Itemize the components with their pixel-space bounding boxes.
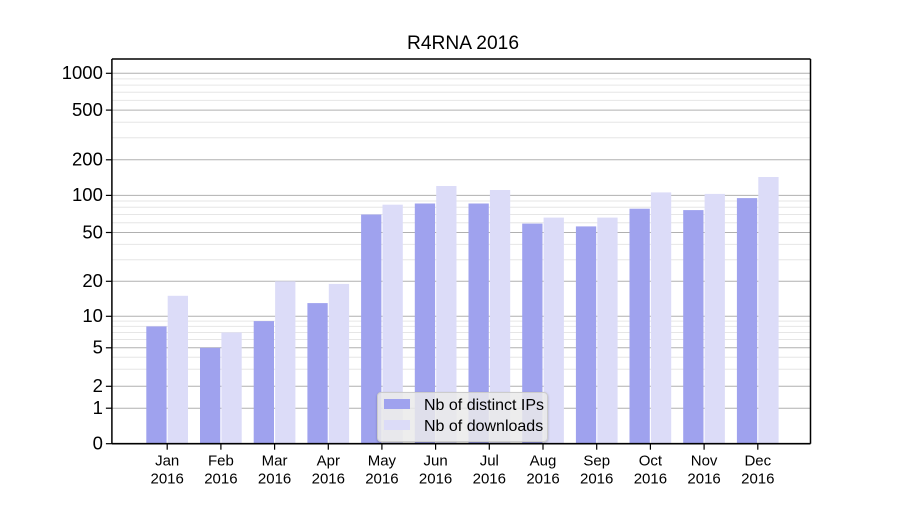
svg-text:5: 5 (93, 337, 103, 358)
svg-text:Nov: Nov (691, 453, 718, 470)
svg-text:Jan: Jan (155, 453, 179, 470)
svg-text:Mar: Mar (262, 453, 288, 470)
svg-text:Feb: Feb (208, 453, 234, 470)
svg-text:500: 500 (72, 99, 103, 120)
svg-text:R4RNA 2016: R4RNA 2016 (407, 33, 519, 54)
svg-text:2: 2 (93, 375, 103, 396)
svg-text:Dec: Dec (744, 453, 771, 470)
svg-text:2016: 2016 (258, 471, 291, 488)
svg-text:Aug: Aug (530, 453, 557, 470)
svg-text:2016: 2016 (151, 471, 184, 488)
svg-text:50: 50 (82, 221, 103, 242)
svg-text:2016: 2016 (634, 471, 667, 488)
svg-text:2016: 2016 (526, 471, 559, 488)
svg-text:1: 1 (93, 397, 103, 418)
svg-text:2016: 2016 (365, 471, 398, 488)
svg-text:20: 20 (82, 270, 103, 291)
svg-text:0: 0 (93, 433, 103, 454)
svg-text:Jun: Jun (424, 453, 448, 470)
svg-text:2016: 2016 (580, 471, 613, 488)
svg-text:Jul: Jul (480, 453, 499, 470)
svg-text:1000: 1000 (62, 62, 103, 83)
svg-text:2016: 2016 (419, 471, 452, 488)
svg-text:May: May (368, 453, 397, 470)
svg-text:Sep: Sep (583, 453, 610, 470)
svg-text:2016: 2016 (741, 471, 774, 488)
svg-text:2016: 2016 (204, 471, 237, 488)
svg-text:2016: 2016 (473, 471, 506, 488)
svg-text:Oct: Oct (639, 453, 663, 470)
svg-text:100: 100 (72, 184, 103, 205)
svg-text:200: 200 (72, 149, 103, 170)
svg-text:Apr: Apr (317, 453, 340, 470)
svg-text:2016: 2016 (312, 471, 345, 488)
svg-text:10: 10 (82, 305, 103, 326)
svg-text:2016: 2016 (687, 471, 720, 488)
